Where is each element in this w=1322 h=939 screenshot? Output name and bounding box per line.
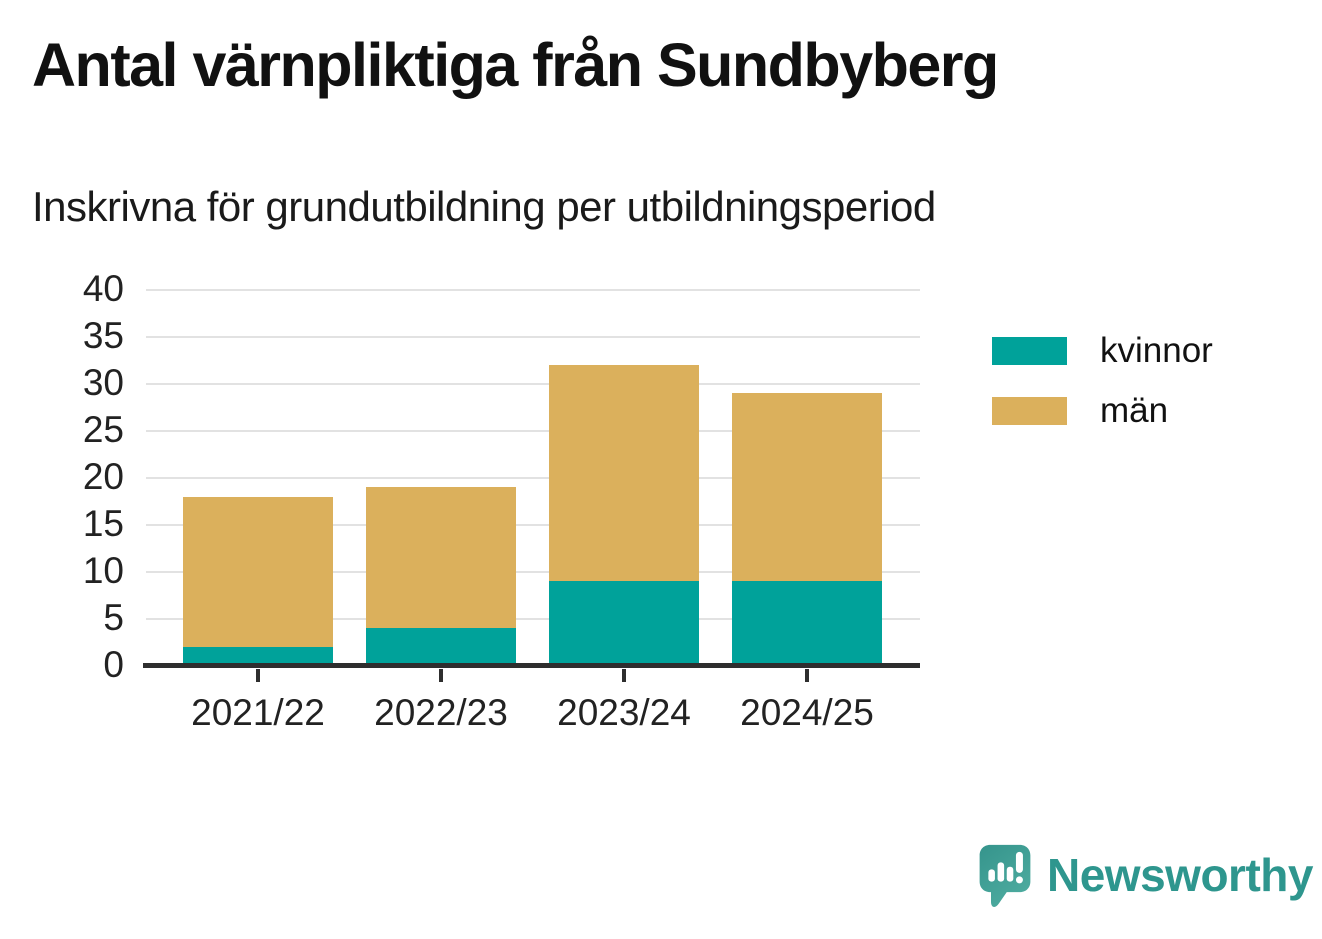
legend-swatch <box>992 397 1067 425</box>
y-axis-tick-label: 35 <box>82 315 124 357</box>
bar-segment-kvinnor <box>183 647 333 666</box>
gridline <box>146 618 920 620</box>
legend-swatch <box>992 337 1067 365</box>
y-axis-tick-label: 5 <box>103 597 124 639</box>
y-axis-tick-label: 15 <box>82 503 124 545</box>
y-axis-tick-label: 25 <box>82 409 124 451</box>
y-axis-labels: 0 5 10 15 20 25 30 35 40 <box>0 268 124 685</box>
x-axis-tick-label: 2024/25 <box>740 692 874 733</box>
x-axis-line <box>143 663 920 668</box>
y-axis-tick-label: 30 <box>82 362 124 404</box>
y-axis-tick-label: 40 <box>82 268 124 310</box>
x-axis-tick-label: 2022/23 <box>374 692 508 733</box>
x-axis-tick <box>622 669 626 682</box>
chart-subtitle: Inskrivna för grundutbildning per utbild… <box>32 183 936 230</box>
bar-segment-män <box>549 365 699 582</box>
legend-item-kvinnor: kvinnor <box>992 331 1213 371</box>
bar-segment-kvinnor <box>732 581 882 666</box>
brand-footer: Newsworthy <box>977 842 1313 916</box>
legend-label: kvinnor <box>1100 331 1213 370</box>
bar-segment-män <box>366 487 516 629</box>
legend-item-män: män <box>992 391 1213 431</box>
gridline <box>146 571 920 573</box>
legend: kvinnor män <box>992 331 1213 451</box>
legend-label: män <box>1100 391 1169 430</box>
gridline <box>146 336 920 338</box>
x-axis-tick <box>805 669 809 682</box>
x-axis-tick <box>256 669 260 682</box>
y-axis-tick-label: 10 <box>82 550 124 592</box>
gridline <box>146 383 920 385</box>
gridline <box>146 430 920 432</box>
bar-segment-kvinnor <box>549 581 699 666</box>
y-axis-tick-label: 0 <box>103 644 124 686</box>
gridline <box>146 524 920 526</box>
gridline <box>146 289 920 291</box>
x-axis-tick <box>439 669 443 682</box>
bar-segment-män <box>183 496 333 648</box>
chart-title: Antal värnpliktiga från Sundbyberg <box>32 31 999 99</box>
gridline <box>146 477 920 479</box>
x-axis-tick-label: 2021/22 <box>191 692 325 733</box>
bar-segment-kvinnor <box>366 628 516 666</box>
y-axis-tick-label: 20 <box>82 456 124 498</box>
brand-name: Newsworthy <box>1047 849 1313 901</box>
plot-area: 2021/22 2022/23 2023/24 2024/25 <box>143 289 920 733</box>
newsworthy-logo-icon <box>979 844 1031 907</box>
bar-segment-män <box>732 393 882 582</box>
x-axis-tick-label: 2023/24 <box>557 692 691 733</box>
